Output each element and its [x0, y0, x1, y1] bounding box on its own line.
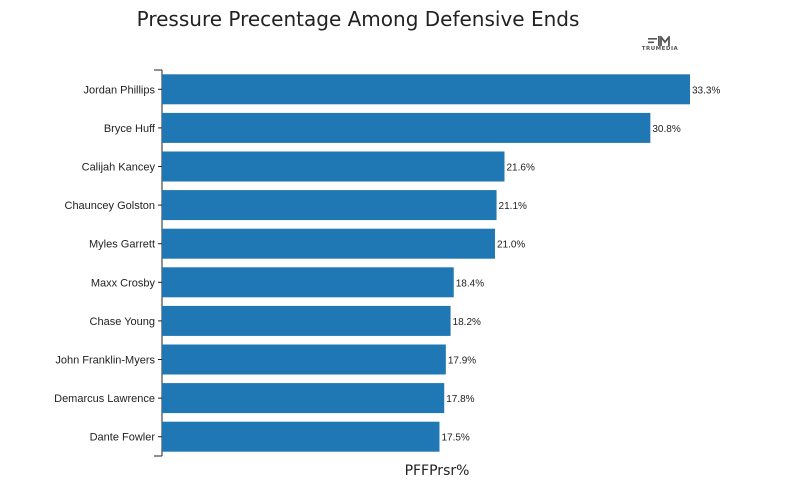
bar: [162, 305, 451, 336]
trumedia-logo: TRUMEDIA: [636, 36, 684, 60]
category-label: Jordan Phillips: [83, 84, 155, 96]
value-label: 21.1%: [499, 201, 527, 212]
category-label: Bryce Huff: [104, 123, 156, 135]
bars: [162, 74, 690, 452]
bar: [162, 151, 505, 182]
value-label: 17.5%: [441, 433, 469, 444]
category-label: Chauncey Golston: [65, 200, 156, 212]
value-label: 18.2%: [453, 317, 481, 328]
category-label: Dante Fowler: [90, 432, 156, 444]
logo-text: TRUMEDIA: [641, 46, 679, 52]
bar: [162, 421, 440, 452]
category-label: Calijah Kancey: [82, 162, 156, 174]
y-axis: [154, 69, 163, 457]
value-label: 30.8%: [652, 124, 680, 135]
category-labels: Jordan Phillips Bryce Huff Calijah Kancey C…: [54, 84, 156, 443]
value-label: 17.8%: [446, 394, 474, 405]
category-label: John Franklin-Myers: [55, 355, 155, 367]
bar: [162, 383, 445, 414]
bar: [162, 267, 454, 298]
bar: [162, 228, 495, 259]
bar: [162, 190, 497, 221]
value-label: 21.6%: [506, 163, 534, 174]
bar: [162, 344, 446, 375]
x-axis-label: PFFPrsr%: [405, 463, 470, 479]
category-label: Maxx Crosby: [91, 277, 156, 289]
value-label: 33.3%: [692, 85, 720, 96]
bar: [162, 74, 690, 105]
category-label: Chase Young: [90, 316, 155, 328]
value-label: 18.4%: [456, 278, 484, 289]
category-label: Myles Garrett: [89, 239, 155, 251]
value-label: 17.9%: [448, 356, 476, 367]
trumedia-logo-icon: [648, 36, 670, 46]
value-label: 21.0%: [497, 240, 525, 251]
value-labels: 33.3% 30.8% 21.6% 21.1% 21.0% 18.4% 18.2% 17.9%…: [441, 85, 720, 443]
bar: [162, 112, 651, 143]
category-label: Demarcus Lawrence: [54, 393, 155, 405]
chart-title: Pressure Precentage Among Defensive Ends: [136, 7, 580, 31]
